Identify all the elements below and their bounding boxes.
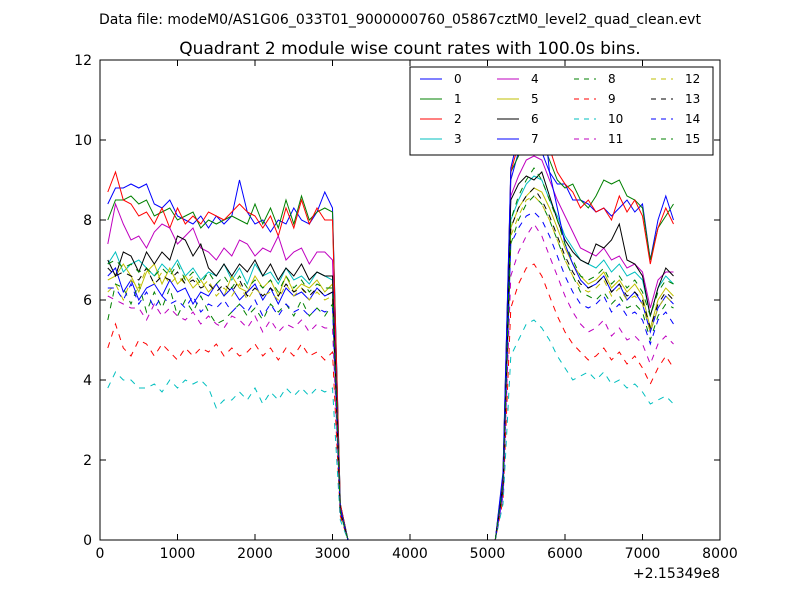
legend-label-6: 6 (531, 112, 539, 126)
legend-label-12: 12 (685, 72, 700, 86)
legend-label-7: 7 (531, 132, 539, 146)
legend-label-0: 0 (454, 72, 462, 86)
axes-layer: 0 1000 2000 3000 4000 5000 6000 7000 80000246810… (74, 53, 738, 562)
series-line-5 (107, 187, 674, 541)
legend-box (409, 66, 714, 156)
legend-label-4: 4 (531, 72, 539, 86)
x-tick-label: 8000 (702, 546, 738, 562)
series-line-8 (107, 195, 674, 541)
legend-label-8: 8 (608, 72, 616, 86)
series-line-14 (107, 211, 674, 541)
series-line-4 (107, 155, 674, 541)
series-line-3 (107, 175, 674, 541)
y-tick-label: 6 (83, 293, 92, 309)
series-line-9 (107, 263, 674, 541)
x-tick-label: 1000 (160, 546, 196, 562)
y-tick-label: 12 (74, 53, 92, 69)
legend-label-3: 3 (454, 132, 462, 146)
x-tick-label: 7000 (625, 546, 661, 562)
series-line-2 (107, 127, 674, 541)
x-tick-label: 0 (96, 546, 105, 562)
legend-label-1: 1 (454, 92, 462, 106)
series-line-12 (107, 195, 674, 541)
legend-label-15: 15 (685, 132, 700, 146)
legend-label-2: 2 (454, 112, 462, 126)
chart-title: Quadrant 2 module wise count rates with … (179, 39, 640, 59)
suptitle: Data file: modeM0/AS1G06_033T01_90000007… (99, 12, 701, 28)
x-tick-label: 4000 (392, 546, 428, 562)
y-tick-label: 10 (74, 133, 92, 149)
legend-label-14: 14 (685, 112, 700, 126)
x-tick-label: 5000 (470, 546, 506, 562)
series-line-1 (107, 135, 674, 541)
y-tick-label: 8 (83, 213, 92, 229)
legend-label-9: 9 (608, 92, 616, 106)
series-line-6 (107, 171, 674, 541)
series-line-11 (107, 223, 674, 541)
legend-label-11: 11 (608, 132, 623, 146)
series-line-10 (107, 319, 674, 541)
series-layer (107, 95, 674, 541)
y-tick-label: 0 (83, 533, 92, 549)
series-line-13 (107, 187, 674, 541)
legend-label-10: 10 (608, 112, 623, 126)
legend-label-5: 5 (531, 92, 539, 106)
y-tick-label: 4 (83, 373, 92, 389)
x-tick-label: 6000 (547, 546, 583, 562)
series-line-7 (107, 95, 674, 541)
legend-label-13: 13 (685, 92, 700, 106)
x-tick-label: 2000 (237, 546, 273, 562)
x-tick-label: 3000 (315, 546, 351, 562)
x-offset-label: +2.15349e8 (633, 566, 720, 582)
y-tick-label: 2 (83, 453, 92, 469)
